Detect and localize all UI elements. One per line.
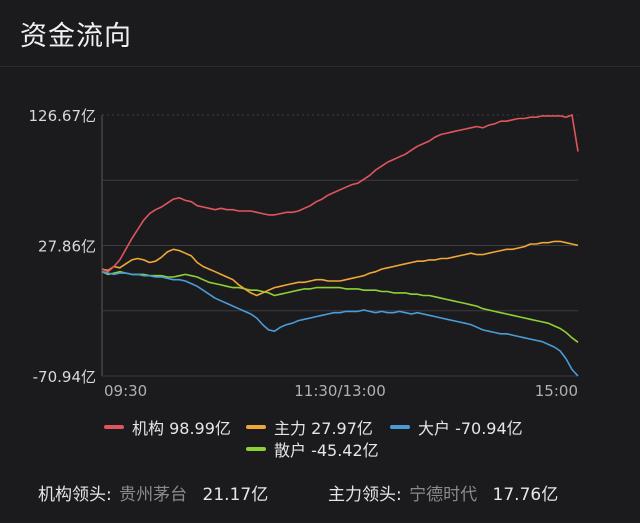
legend-swatch-zhuli bbox=[246, 425, 266, 429]
x-tick-label-1: 11:30/13:00 bbox=[294, 382, 386, 400]
series-line-3 bbox=[101, 270, 579, 343]
leader-stock-zhuli[interactable]: 宁德时代 bbox=[409, 485, 478, 505]
header: 资金流向 bbox=[0, 0, 640, 67]
leader-jigou: 机构领头: 贵州茅台 21.17亿 bbox=[38, 480, 268, 505]
x-tick-label-0: 09:30 bbox=[104, 382, 147, 400]
series-line-2 bbox=[101, 270, 579, 377]
legend-swatch-sanhu bbox=[246, 447, 266, 451]
y-tick-label-2: -70.94亿 bbox=[33, 368, 96, 386]
legend-item-zhuli: 主力 27.97亿 bbox=[246, 415, 373, 439]
chart-series bbox=[101, 114, 579, 377]
leader-label-jigou: 机构领头: bbox=[38, 485, 112, 505]
leader-value-zhuli: 17.76亿 bbox=[492, 485, 559, 505]
legend-label-jigou: 机构 98.99亿 bbox=[132, 419, 231, 438]
leaders-row: 机构领头: 贵州茅台 21.17亿 主力领头: 宁德时代 17.76亿 bbox=[0, 480, 640, 510]
leader-label-zhuli: 主力领头: bbox=[328, 485, 402, 505]
legend-label-sanhu: 散户 -45.42亿 bbox=[274, 441, 379, 460]
fund-flow-chart: 126.67亿 27.86亿 -70.94亿 09:30 11:30/13:00 15:0… bbox=[29, 107, 579, 400]
leader-stock-jigou[interactable]: 贵州茅台 bbox=[119, 485, 188, 505]
legend-item-jigou: 机构 98.99亿 bbox=[104, 415, 231, 439]
y-tick-label-0: 126.67亿 bbox=[29, 107, 97, 125]
chart-axis-labels: 126.67亿 27.86亿 -70.94亿 09:30 11:30/13:00 15:0… bbox=[29, 107, 579, 400]
leader-zhuli: 主力领头: 宁德时代 17.76亿 bbox=[328, 480, 558, 505]
legend-item-dahu: 大户 -70.94亿 bbox=[390, 415, 523, 439]
series-line-0 bbox=[101, 114, 579, 273]
chart-legend: 机构 98.99亿 主力 27.97亿 大户 -70.94亿 散户 -45.42… bbox=[0, 411, 640, 461]
legend-item-sanhu: 散户 -45.42亿 bbox=[246, 437, 379, 461]
legend-swatch-jigou bbox=[104, 425, 124, 429]
legend-label-zhuli: 主力 27.97亿 bbox=[274, 419, 373, 438]
legend-label-dahu: 大户 -70.94亿 bbox=[418, 419, 523, 438]
x-tick-label-2: 15:00 bbox=[535, 382, 578, 400]
page-title: 资金流向 bbox=[20, 21, 132, 52]
chart-grid bbox=[101, 114, 578, 377]
leader-value-jigou: 21.17亿 bbox=[202, 485, 269, 505]
legend-swatch-dahu bbox=[390, 425, 410, 429]
series-line-1 bbox=[101, 240, 579, 297]
y-tick-label-1: 27.86亿 bbox=[38, 238, 96, 256]
